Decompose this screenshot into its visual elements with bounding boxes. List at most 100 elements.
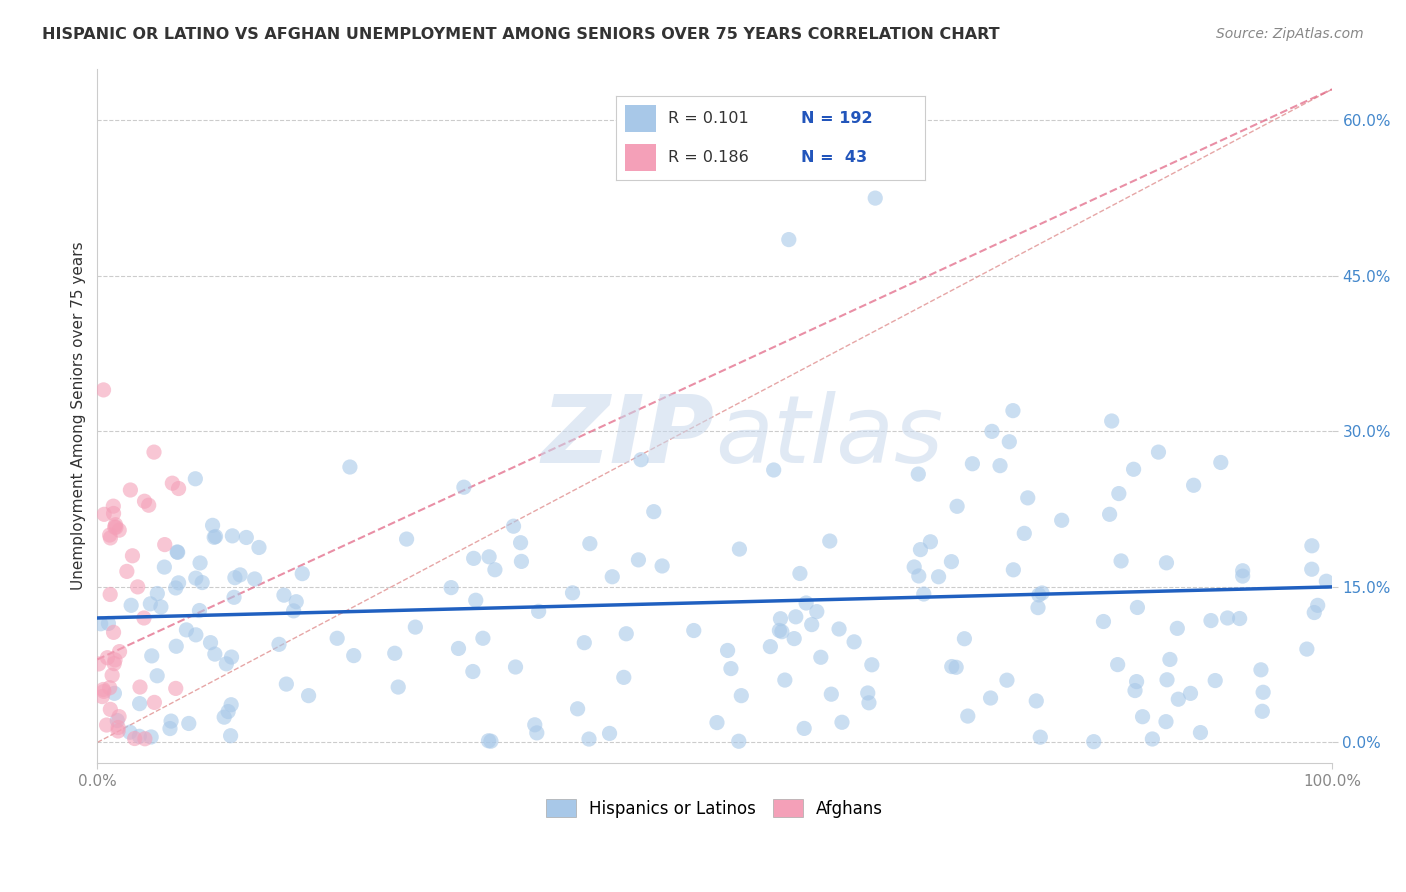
Point <box>103 686 125 700</box>
Point <box>243 572 266 586</box>
Point <box>1156 673 1178 687</box>
Legend: Hispanics or Latinos, Afghans: Hispanics or Latinos, Afghans <box>540 793 890 824</box>
Point <box>574 635 596 649</box>
Point <box>339 460 361 475</box>
Point <box>153 538 176 552</box>
Point <box>1098 508 1121 522</box>
Point <box>404 620 426 634</box>
Point <box>115 565 138 579</box>
Point <box>946 500 969 514</box>
Point <box>856 686 879 700</box>
Point <box>1232 569 1254 583</box>
Point <box>219 698 242 712</box>
Point <box>141 730 163 744</box>
Point <box>108 709 131 723</box>
Point <box>184 571 207 585</box>
Point <box>283 604 305 618</box>
Point <box>165 640 187 654</box>
Point <box>107 721 129 735</box>
Point <box>103 507 125 521</box>
Point <box>928 570 950 584</box>
Point <box>477 733 499 747</box>
Point <box>104 520 127 534</box>
Point <box>510 554 533 568</box>
Point <box>1301 539 1323 553</box>
Point <box>1050 513 1073 527</box>
Point <box>202 530 225 544</box>
Point <box>720 662 742 676</box>
Point <box>153 560 176 574</box>
Point <box>561 586 583 600</box>
Point <box>184 628 207 642</box>
Point <box>471 632 494 646</box>
Point <box>682 624 704 638</box>
Point <box>188 603 211 617</box>
Text: atlas: atlas <box>714 392 943 483</box>
Point <box>981 425 1004 439</box>
Point <box>104 520 127 534</box>
Point <box>103 499 125 513</box>
Point <box>785 609 807 624</box>
Point <box>1025 694 1047 708</box>
Point <box>831 715 853 730</box>
Point <box>509 535 531 549</box>
Point <box>484 563 506 577</box>
Point <box>820 687 842 701</box>
Point <box>523 718 546 732</box>
Point <box>96 718 118 732</box>
Point <box>578 732 600 747</box>
Point <box>146 669 169 683</box>
Point <box>221 650 243 665</box>
Point <box>91 682 114 697</box>
Point <box>160 714 183 728</box>
Point <box>104 517 127 532</box>
Point <box>204 529 226 543</box>
Point <box>1189 725 1212 739</box>
Point <box>138 498 160 512</box>
Point <box>129 680 152 694</box>
Point <box>800 617 823 632</box>
Point <box>860 657 883 672</box>
Point <box>166 545 188 559</box>
Point <box>229 568 252 582</box>
Point <box>1251 704 1274 718</box>
Point <box>1301 562 1323 576</box>
Point <box>818 534 841 549</box>
Point <box>118 725 141 739</box>
Point <box>87 657 110 671</box>
Point <box>224 571 246 585</box>
Point <box>201 518 224 533</box>
Point <box>1017 491 1039 505</box>
Point <box>93 684 115 698</box>
Point <box>727 734 749 748</box>
Point <box>956 709 979 723</box>
Point <box>159 722 181 736</box>
Point <box>1315 574 1337 589</box>
Point <box>108 644 131 658</box>
Point <box>527 604 550 618</box>
Point <box>1159 652 1181 666</box>
Point <box>162 476 184 491</box>
Point <box>759 640 782 654</box>
Point <box>104 653 127 667</box>
Point <box>139 597 162 611</box>
Y-axis label: Unemployment Among Seniors over 75 years: Unemployment Among Seniors over 75 years <box>72 242 86 591</box>
Point <box>1154 714 1177 729</box>
Point <box>103 657 125 671</box>
Point <box>1028 588 1050 602</box>
Point <box>1107 657 1129 672</box>
Point <box>810 650 832 665</box>
Point <box>907 467 929 481</box>
Point <box>773 673 796 687</box>
Point <box>273 588 295 602</box>
Point <box>643 505 665 519</box>
Point <box>998 434 1021 449</box>
Point <box>247 541 270 555</box>
Point <box>651 558 673 573</box>
Point <box>988 458 1011 473</box>
Point <box>907 569 929 583</box>
Point <box>97 616 120 631</box>
Point <box>806 605 828 619</box>
Point <box>783 632 806 646</box>
Point <box>502 519 524 533</box>
